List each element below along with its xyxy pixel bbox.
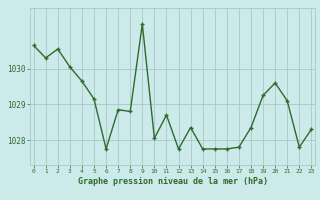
- X-axis label: Graphe pression niveau de la mer (hPa): Graphe pression niveau de la mer (hPa): [77, 177, 268, 186]
